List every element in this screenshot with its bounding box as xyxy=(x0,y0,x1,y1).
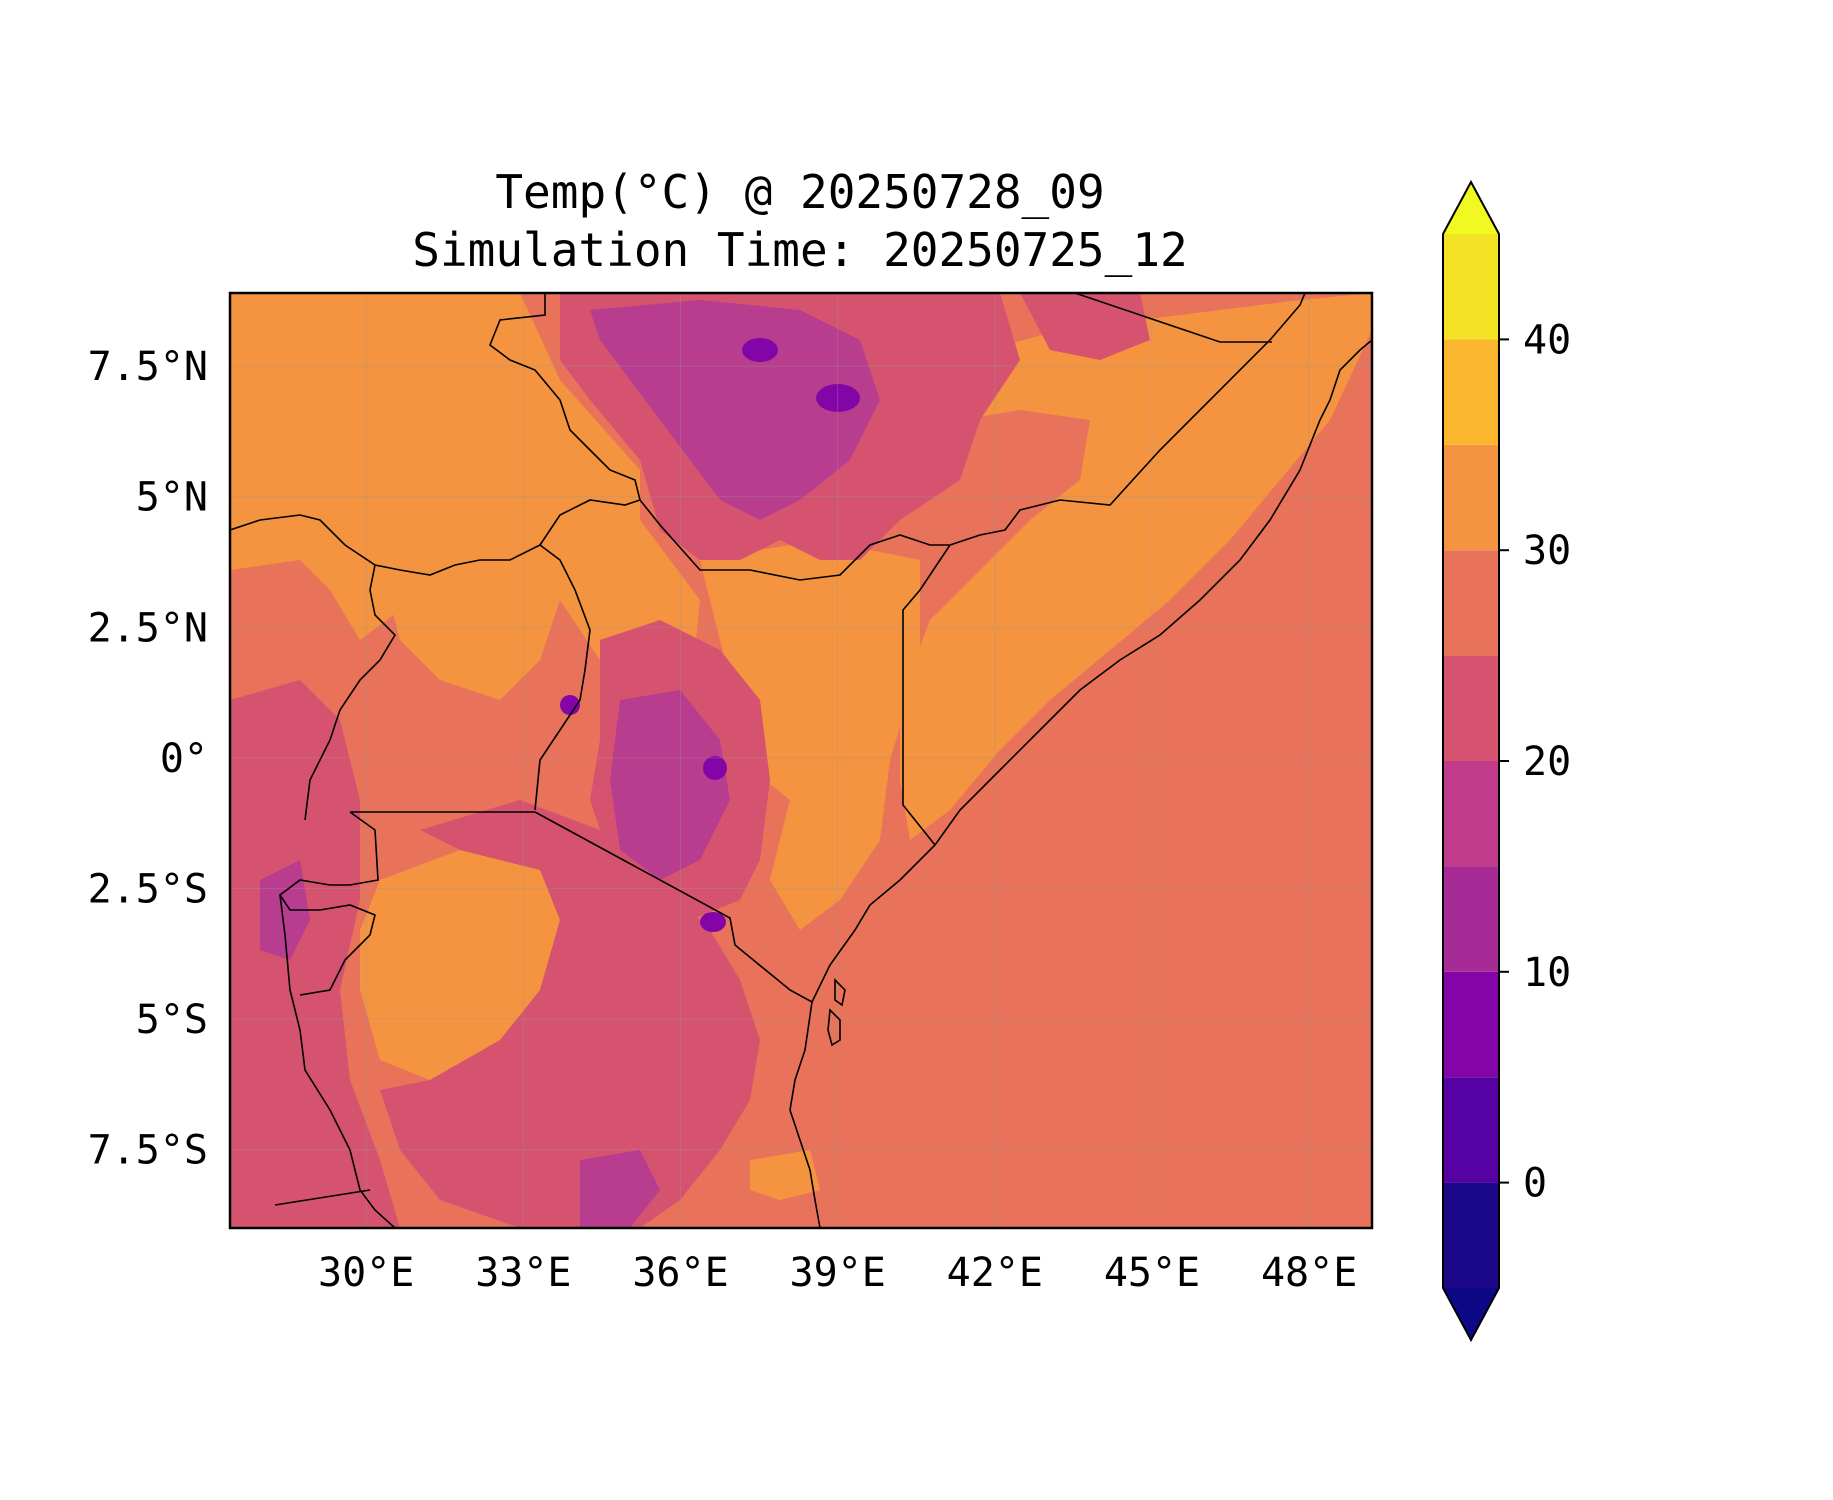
colorbar-band xyxy=(1443,550,1499,656)
map-title-line-2: Simulation Time: 20250725_12 xyxy=(412,223,1187,277)
island-pemba xyxy=(834,978,846,1007)
lon-tick-label: 33°E xyxy=(475,1250,571,1296)
colorbar-tick-label: 40 xyxy=(1523,317,1571,363)
lon-tick-label: 30°E xyxy=(318,1250,414,1296)
lat-tick-label: 0° xyxy=(160,736,208,782)
island-zanzibar xyxy=(827,1008,841,1047)
peak-kilimanjaro xyxy=(700,912,726,932)
colorbar-tick-label: 0 xyxy=(1523,1161,1547,1207)
border-south-sudan-uganda xyxy=(230,514,541,576)
map-panel xyxy=(228,291,1374,1230)
cold-zone-kenya-mountains xyxy=(610,690,730,880)
border-kenya-somalia xyxy=(902,544,951,846)
lon-tick-label: 39°E xyxy=(790,1250,886,1296)
peak-mount-elgon xyxy=(560,695,580,715)
hot-zone-somalia-ethiopia xyxy=(900,293,1372,840)
colorbar-tick-label: 30 xyxy=(1523,528,1571,574)
peak-mount-kenya xyxy=(703,756,727,780)
lat-tick-label: 7.5°S xyxy=(88,1128,208,1174)
lat-tick-label: 5°S xyxy=(136,997,208,1043)
lon-tick-label: 45°E xyxy=(1104,1250,1200,1296)
border-rwanda-burundi xyxy=(278,811,379,996)
colorbar-tick-labels: 0 10 20 30 40 xyxy=(1499,317,1571,1207)
cold-zone-fields xyxy=(260,300,880,1228)
colorbar-band xyxy=(1443,866,1499,972)
latitude-tick-labels: 7.5°N 5°N 2.5°N 0° 2.5°S 5°S 7.5°S xyxy=(88,344,208,1174)
cool-zone-tanzania-interior xyxy=(380,800,760,1228)
map-frame xyxy=(228,291,1374,1230)
colorbar-band xyxy=(1443,971,1499,1078)
coastline-east-africa xyxy=(789,339,1372,1228)
map-gridlines xyxy=(230,293,1372,1228)
colorbar-band xyxy=(1443,1077,1499,1183)
hot-zone-fields xyxy=(230,293,1372,1200)
colorbar-band xyxy=(1443,1182,1499,1288)
colorbar-over-triangle xyxy=(1443,182,1499,234)
cold-zone-southern-highlands xyxy=(580,1150,660,1228)
longitude-tick-labels: 30°E 33°E 36°E 39°E 42°E 45°E 48°E xyxy=(318,1250,1357,1296)
map-title-line-1: Temp(°C) @ 20250728_09 xyxy=(495,165,1104,219)
country-borders xyxy=(230,293,1372,1228)
peak-simien-area xyxy=(742,338,778,362)
peak-zone-fields xyxy=(560,338,860,932)
peak-bale-mountains xyxy=(816,384,860,412)
border-tanzania-drc xyxy=(279,894,396,1228)
lon-tick-label: 48°E xyxy=(1261,1250,1357,1296)
cold-zone-rift-west xyxy=(260,860,310,960)
lat-tick-label: 2.5°S xyxy=(88,866,208,912)
hot-zone-tanzania-coast-pocket xyxy=(750,1150,820,1200)
lat-tick-label: 5°N xyxy=(136,475,208,521)
hot-zone-tanzania-west xyxy=(360,850,560,1080)
border-ethiopia-somaliland xyxy=(1074,293,1272,343)
colorbar-tick-label: 10 xyxy=(1523,950,1571,996)
colorbar xyxy=(1442,179,1500,1343)
colorbar-band xyxy=(1443,761,1499,867)
lat-tick-label: 2.5°N xyxy=(88,605,208,651)
colorbar-tick-label: 20 xyxy=(1523,739,1571,785)
border-kenya-ethiopia xyxy=(639,499,950,581)
colorbar-band xyxy=(1443,234,1499,340)
colorbar-under-triangle xyxy=(1443,1288,1499,1340)
border-kenya-tanzania xyxy=(534,811,813,1003)
hot-zone-north-kenya xyxy=(700,540,920,930)
border-uganda-kenya xyxy=(534,544,591,811)
colorbar-band xyxy=(1443,339,1499,445)
border-uganda-drc xyxy=(304,564,397,821)
colorbar-outline xyxy=(1442,179,1500,1343)
border-tanzania-zambia xyxy=(274,1189,371,1206)
colorbar-band xyxy=(1443,655,1499,761)
border-ethiopia-somalia xyxy=(949,293,1306,546)
lat-tick-label: 7.5°N xyxy=(88,344,208,390)
colorbar-band xyxy=(1443,444,1499,551)
lon-tick-label: 42°E xyxy=(947,1250,1043,1296)
border-south-sudan-ethiopia xyxy=(489,293,641,546)
cool-zone-northeast-patch xyxy=(1020,293,1150,360)
lon-tick-label: 36°E xyxy=(632,1250,728,1296)
cold-zone-ethiopia-core xyxy=(590,300,880,520)
hot-zone-uganda-north xyxy=(380,540,560,700)
